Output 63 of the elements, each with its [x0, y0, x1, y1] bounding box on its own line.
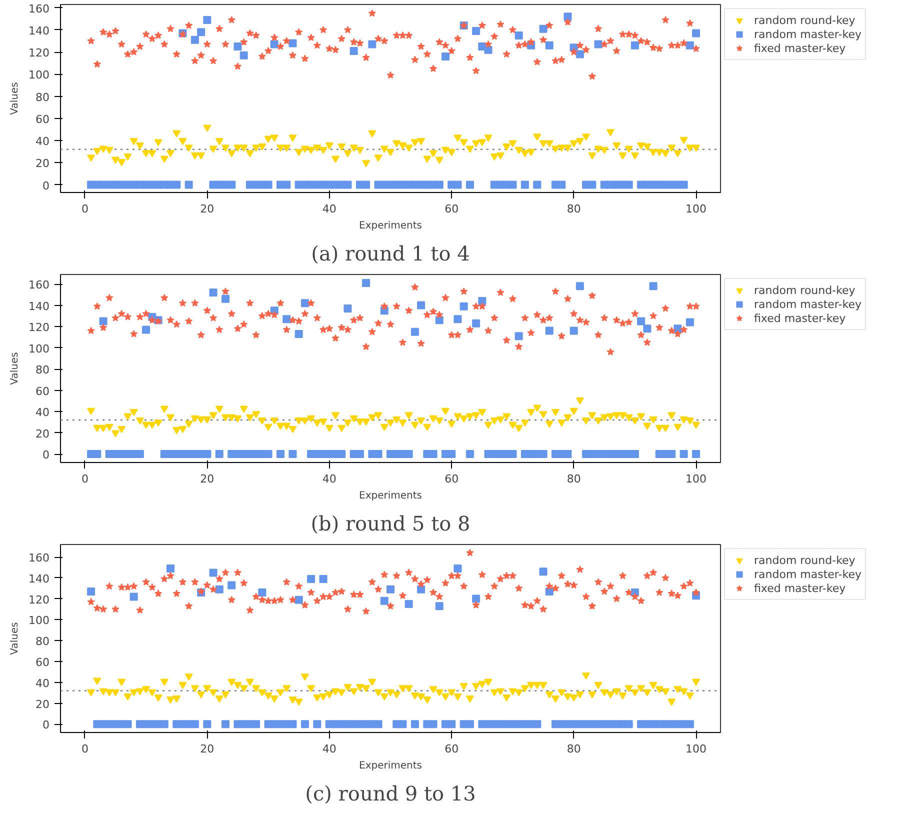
- y-tick-label: 80: [36, 90, 50, 104]
- legend-label: random master-key: [754, 297, 862, 311]
- y-tick-label: 40: [36, 676, 50, 690]
- y-tick-label: 80: [36, 635, 50, 648]
- y-tick-label: 140: [28, 300, 50, 313]
- y-tick-label: 160: [28, 552, 50, 565]
- legend-label: random round-key: [754, 553, 856, 567]
- x-tick-label: 0: [81, 202, 88, 216]
- legend-label: fixed master-key: [754, 311, 846, 325]
- x-tick-label: 60: [444, 742, 459, 756]
- legend-label: fixed master-key: [754, 41, 846, 55]
- y-tick-label: 100: [28, 614, 50, 628]
- y-tick-label: 120: [28, 593, 50, 606]
- x-tick-label: 80: [566, 742, 581, 756]
- text: (a) round 1 to 4: [311, 242, 470, 266]
- y-tick-label: 160: [28, 278, 50, 292]
- legend-label: random master-key: [754, 567, 862, 581]
- x-tick-label: 20: [200, 472, 214, 486]
- legend-label: random master-key: [754, 27, 862, 41]
- y-tick-label: 20: [36, 698, 50, 711]
- y-tick-label: 60: [36, 656, 50, 669]
- y-tick-label: 60: [36, 112, 50, 126]
- y-tick-label: 0: [42, 179, 50, 192]
- x-axis-title: Experiments: [359, 490, 422, 502]
- text: (b) round 5 to 8: [310, 512, 470, 536]
- legend-label: random round-key: [754, 13, 856, 27]
- y-tick-label: 20: [36, 427, 50, 440]
- x-tick-label: 40: [322, 202, 336, 216]
- x-tick-label: 80: [566, 202, 581, 216]
- y-tick-label: 140: [28, 24, 50, 38]
- y-tick-label: 160: [28, 2, 50, 16]
- y-axis-title: Values: [10, 622, 21, 655]
- y-tick-label: 80: [36, 364, 50, 377]
- x-tick-label: 40: [322, 472, 336, 486]
- x-tick-label: 0: [81, 742, 88, 756]
- x-tick-label: 60: [444, 202, 459, 216]
- x-tick-label: 0: [81, 472, 88, 486]
- x-tick-label: 60: [444, 472, 459, 486]
- y-tick-label: 40: [36, 135, 50, 148]
- x-tick-label: 100: [686, 472, 707, 486]
- y-tick-label: 0: [42, 448, 50, 462]
- y-axis-title: Values: [10, 352, 21, 385]
- y-tick-label: 20: [36, 157, 50, 170]
- x-tick-label: 20: [200, 202, 214, 216]
- x-tick-label: 100: [686, 202, 707, 216]
- legend-label: random round-key: [754, 283, 856, 297]
- y-tick-label: 0: [42, 718, 50, 732]
- y-tick-label: 60: [36, 384, 50, 398]
- y-tick-label: 40: [36, 406, 50, 420]
- text: (c) round 9 to 13: [305, 782, 476, 806]
- y-axis-title: Values: [10, 82, 21, 115]
- y-tick-label: 140: [28, 572, 50, 586]
- y-tick-label: 120: [28, 46, 50, 60]
- x-tick-label: 40: [322, 742, 336, 756]
- x-tick-label: 100: [686, 742, 707, 756]
- x-tick-label: 20: [200, 742, 214, 756]
- x-axis-title: Experiments: [359, 760, 422, 772]
- legend-label: fixed master-key: [754, 581, 846, 595]
- x-tick-label: 80: [566, 472, 581, 486]
- y-tick-label: 100: [28, 342, 50, 356]
- y-tick-label: 100: [28, 68, 50, 82]
- y-tick-label: 120: [28, 321, 50, 334]
- x-axis-title: Experiments: [359, 220, 422, 232]
